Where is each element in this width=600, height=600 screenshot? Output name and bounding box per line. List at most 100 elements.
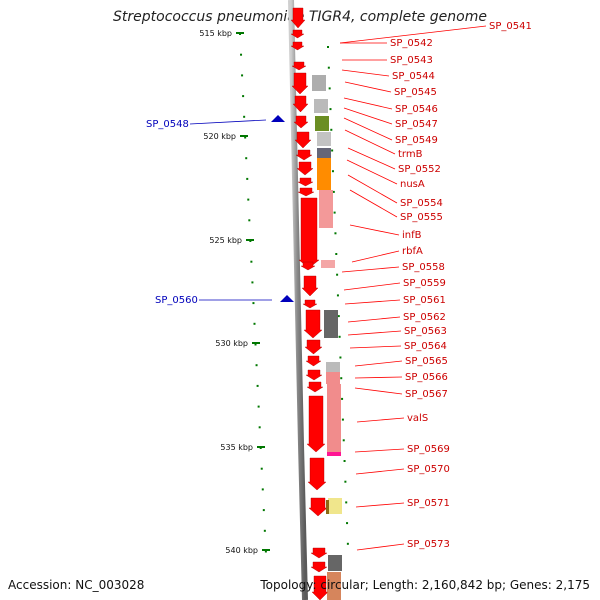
- gene-feature: [307, 457, 327, 491]
- gene-label[interactable]: valS: [407, 413, 428, 424]
- gene-feature: [306, 381, 324, 393]
- minor-tick-left: [248, 219, 251, 222]
- gene-label[interactable]: SP_0555: [400, 212, 443, 223]
- gene-label[interactable]: SP_0549: [395, 135, 438, 146]
- minor-tick-right: [340, 377, 343, 380]
- feature-box: [326, 372, 340, 384]
- gene-label[interactable]: SP_0547: [395, 119, 438, 130]
- feature-box: [314, 99, 328, 113]
- gene-feature: [305, 369, 323, 381]
- label-leader-line: [341, 69, 390, 77]
- gene-label[interactable]: SP_0542: [390, 38, 433, 49]
- feature-box: [317, 132, 331, 146]
- minor-tick-right: [338, 335, 341, 338]
- gene-label[interactable]: SP_0564: [404, 341, 447, 352]
- minor-tick-right: [344, 480, 347, 483]
- gene-marker-triangle: [271, 115, 285, 122]
- gene-label[interactable]: SP_0546: [395, 104, 438, 115]
- gene-feature: [303, 309, 323, 339]
- gene-label[interactable]: infB: [402, 230, 422, 241]
- label-leader-line: [354, 360, 403, 367]
- minor-tick-left: [263, 529, 266, 532]
- minor-tick-left: [243, 115, 246, 118]
- feature-box: [312, 75, 326, 91]
- gene-label[interactable]: SP_0570: [407, 464, 450, 475]
- gene-label[interactable]: SP_0548: [146, 119, 189, 130]
- minor-tick-left: [254, 343, 257, 346]
- label-leader-line: [343, 282, 401, 291]
- feature-box: [328, 555, 342, 571]
- minor-tick-right: [336, 294, 339, 297]
- label-leader-line: [354, 387, 403, 395]
- minor-tick-left: [241, 74, 244, 77]
- gene-label[interactable]: SP_0554: [400, 198, 443, 209]
- gene-label[interactable]: nusA: [400, 179, 425, 190]
- gene-label[interactable]: SP_0558: [402, 262, 445, 273]
- tick-label: 525 kbp: [209, 236, 242, 245]
- gene-label[interactable]: rbfA: [402, 246, 423, 257]
- label-leader-line: [344, 129, 396, 155]
- minor-tick-left: [262, 509, 265, 512]
- minor-tick-left: [245, 157, 248, 160]
- gene-feature: [301, 275, 319, 297]
- gene-label[interactable]: SP_0559: [403, 278, 446, 289]
- gene-label[interactable]: SP_0573: [407, 539, 450, 550]
- feature-box: [317, 148, 331, 158]
- minor-tick-right: [327, 66, 330, 69]
- gene-feature: [306, 395, 326, 453]
- gene-label[interactable]: SP_0543: [390, 55, 433, 66]
- gene-feature: [311, 575, 329, 600]
- gene-feature: [291, 72, 309, 95]
- gene-feature: [310, 561, 328, 573]
- gene-label[interactable]: SP_0571: [407, 498, 450, 509]
- minor-tick-left: [244, 136, 247, 139]
- minor-tick-right: [331, 170, 334, 173]
- minor-tick-left: [264, 550, 267, 553]
- minor-tick-right: [330, 128, 333, 131]
- label-leader-line: [344, 299, 401, 305]
- label-leader-line: [351, 250, 400, 263]
- tick-label: 535 kbp: [220, 443, 253, 452]
- gene-label[interactable]: SP_0552: [398, 164, 441, 175]
- gene-label[interactable]: SP_0544: [392, 71, 435, 82]
- minor-tick-left: [246, 177, 249, 180]
- minor-tick-right: [336, 273, 339, 276]
- minor-tick-right: [334, 232, 337, 235]
- label-leader-line: [343, 107, 393, 125]
- gene-label[interactable]: SP_0545: [394, 87, 437, 98]
- gene-marker-triangle: [280, 295, 294, 302]
- minor-tick-left: [260, 467, 263, 470]
- minor-tick-right: [333, 211, 336, 214]
- gene-label[interactable]: SP_0569: [407, 444, 450, 455]
- gene-feature: [305, 355, 322, 367]
- minor-tick-right: [341, 397, 344, 400]
- label-leader-line: [349, 224, 400, 236]
- gene-label[interactable]: SP_0563: [404, 326, 447, 337]
- minor-tick-right: [345, 501, 348, 504]
- gene-feature: [292, 95, 309, 113]
- gene-label[interactable]: SP_0560: [155, 295, 198, 306]
- gene-feature: [295, 149, 313, 161]
- minor-tick-right: [342, 439, 345, 442]
- minor-tick-left: [242, 95, 245, 98]
- minor-tick-left: [261, 488, 264, 491]
- feature-box: [327, 572, 341, 600]
- gene-label[interactable]: SP_0567: [405, 389, 448, 400]
- minor-tick-left: [253, 322, 256, 325]
- label-leader-line: [343, 117, 393, 141]
- minor-tick-right: [329, 108, 332, 111]
- minor-tick-right: [343, 460, 346, 462]
- label-leader-line: [349, 189, 398, 218]
- label-leader-line: [347, 174, 398, 204]
- tick-label: 530 kbp: [215, 339, 248, 348]
- feature-box: [319, 190, 333, 228]
- gene-label[interactable]: SP_0562: [403, 312, 446, 323]
- feature-box: [317, 158, 331, 190]
- gene-label[interactable]: trmB: [398, 149, 423, 160]
- gene-label[interactable]: SP_0566: [405, 372, 448, 383]
- gene-label[interactable]: SP_0565: [405, 356, 448, 367]
- label-leader-line: [189, 119, 267, 125]
- gene-label[interactable]: SP_0561: [403, 295, 446, 306]
- feature-box: [321, 260, 335, 268]
- gene-label[interactable]: SP_0541: [489, 21, 532, 32]
